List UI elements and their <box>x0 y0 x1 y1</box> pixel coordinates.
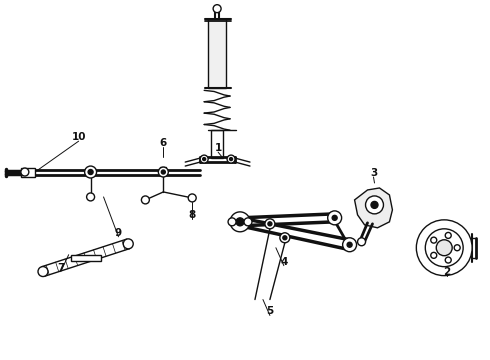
Circle shape <box>416 220 472 276</box>
Circle shape <box>85 166 97 178</box>
Circle shape <box>161 170 165 174</box>
Circle shape <box>21 168 29 176</box>
Circle shape <box>328 211 342 225</box>
Text: 9: 9 <box>115 228 122 238</box>
Circle shape <box>229 158 233 161</box>
Circle shape <box>87 193 95 201</box>
Bar <box>21 168 35 177</box>
Circle shape <box>244 218 252 226</box>
Circle shape <box>236 218 244 226</box>
Circle shape <box>228 218 236 226</box>
Circle shape <box>265 219 275 229</box>
Circle shape <box>454 245 460 251</box>
Text: 7: 7 <box>57 263 64 273</box>
Bar <box>208 19 226 88</box>
Circle shape <box>230 212 250 232</box>
Circle shape <box>158 167 168 177</box>
Circle shape <box>425 229 463 267</box>
Circle shape <box>200 155 208 163</box>
Bar <box>211 130 223 158</box>
Circle shape <box>436 240 452 256</box>
Text: 6: 6 <box>160 138 167 148</box>
Circle shape <box>332 215 337 220</box>
Polygon shape <box>71 255 100 261</box>
Text: 4: 4 <box>280 257 288 267</box>
Circle shape <box>445 233 451 238</box>
Circle shape <box>343 238 357 252</box>
Circle shape <box>123 239 133 249</box>
Circle shape <box>371 201 378 208</box>
Circle shape <box>445 257 451 263</box>
Circle shape <box>347 242 352 247</box>
Text: 5: 5 <box>266 306 273 316</box>
Circle shape <box>38 266 48 276</box>
Circle shape <box>366 196 384 214</box>
Polygon shape <box>42 239 130 276</box>
Circle shape <box>227 155 235 163</box>
Circle shape <box>431 252 437 258</box>
Text: 8: 8 <box>189 210 196 220</box>
Circle shape <box>88 170 93 175</box>
Polygon shape <box>355 188 392 228</box>
Text: 1: 1 <box>215 143 222 153</box>
Circle shape <box>280 233 290 243</box>
Text: 10: 10 <box>72 132 86 142</box>
Circle shape <box>188 194 196 202</box>
Circle shape <box>431 237 437 243</box>
Circle shape <box>203 158 206 161</box>
Circle shape <box>213 5 221 13</box>
Circle shape <box>142 196 149 204</box>
Text: 2: 2 <box>443 267 451 276</box>
Circle shape <box>268 222 272 226</box>
Circle shape <box>283 236 287 240</box>
Text: 3: 3 <box>370 168 377 178</box>
Circle shape <box>358 238 366 246</box>
